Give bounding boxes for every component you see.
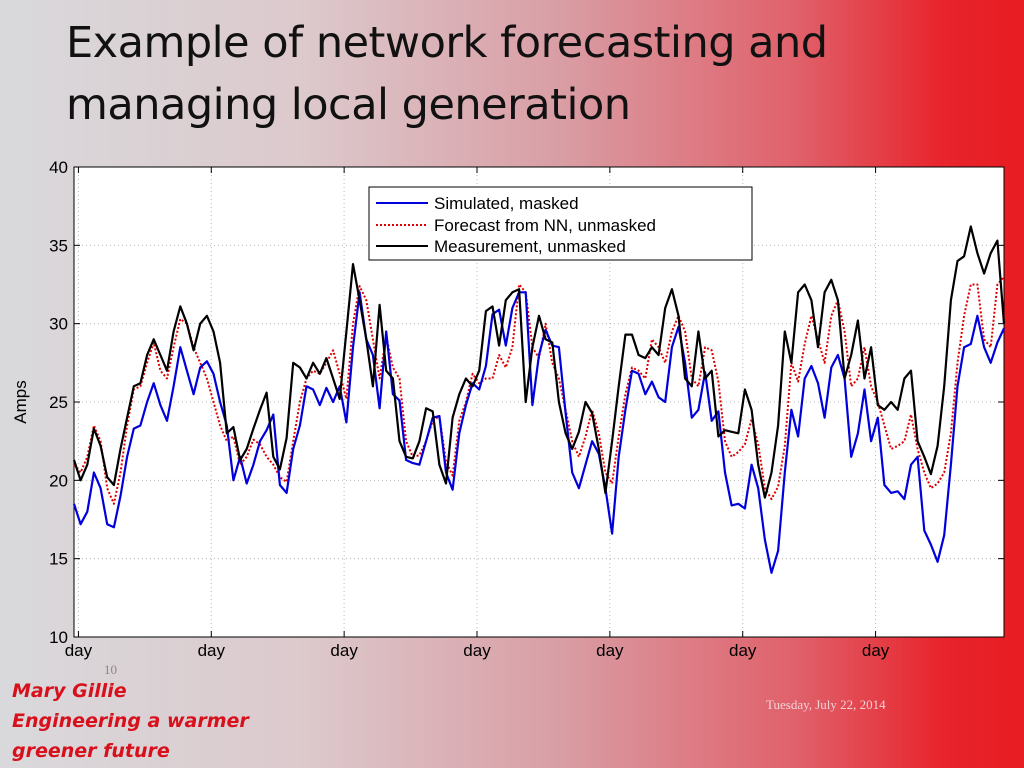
legend-label-simulated: Simulated, masked — [434, 194, 579, 213]
series-group — [72, 225, 1006, 574]
y-tick-label: 35 — [49, 236, 68, 255]
footer-date: Tuesday, July 22, 2014 — [766, 697, 886, 712]
x-tick-label: day — [463, 641, 491, 660]
line-chart: 10 15 20 25 30 35 40 day day day day day day day Amps… — [11, 158, 1006, 660]
simulated-series-line — [72, 291, 1005, 574]
x-tick-label: day — [596, 641, 624, 660]
y-tick-label: 30 — [49, 315, 68, 334]
x-tick-label: day — [65, 641, 93, 660]
footer-author-line-2: Engineering a warmer — [12, 710, 249, 732]
slide-title-line-2: managing local generation — [66, 80, 631, 130]
footer-author-line-3: greener future — [12, 740, 170, 762]
y-tick-label: 40 — [49, 158, 68, 177]
y-tick-label: 25 — [49, 393, 68, 412]
y-tick-label: 20 — [49, 471, 68, 490]
slide-title-line-1: Example of network forecasting and — [66, 18, 828, 68]
legend-label-measurement: Measurement, unmasked — [434, 237, 626, 256]
legend-label-forecast: Forecast from NN, unmasked — [434, 216, 656, 235]
measurement-series-line — [72, 225, 1006, 499]
y-axis-label: Amps — [11, 380, 30, 423]
legend: Simulated, masked Forecast from NN, unma… — [368, 186, 753, 261]
x-tick-label: day — [330, 641, 358, 660]
footer-author: Mary Gillie Engineering a warmer greener… — [12, 676, 249, 766]
slide-number: 10 — [104, 662, 117, 677]
legend-box — [368, 186, 753, 261]
x-tick-label: day — [729, 641, 757, 660]
x-tick-label: day — [198, 641, 226, 660]
y-tick-label: 10 — [49, 628, 68, 647]
axis-ticks: 10 15 20 25 30 35 40 day day day day day day day — [49, 158, 1004, 660]
footer-author-line-1: Mary Gillie — [12, 680, 127, 702]
slide-title: Example of network forecasting and manag… — [66, 12, 986, 136]
y-tick-label: 15 — [49, 550, 68, 569]
x-tick-label: day — [862, 641, 890, 660]
